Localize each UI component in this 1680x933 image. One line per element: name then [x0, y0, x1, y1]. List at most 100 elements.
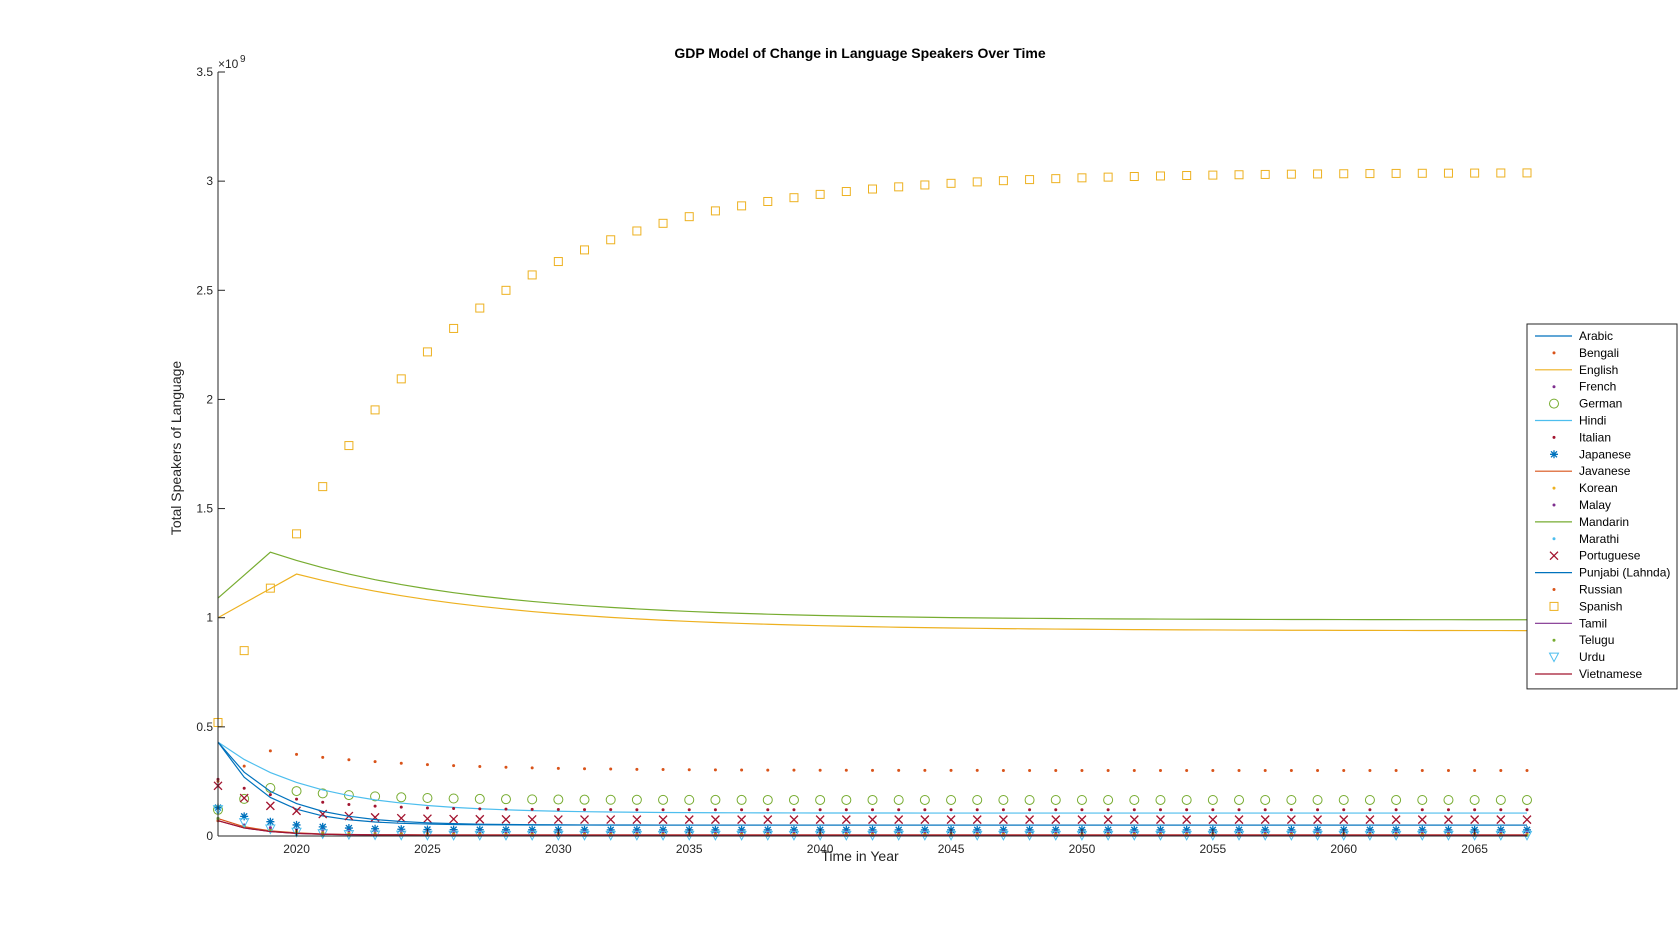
data-point — [347, 802, 351, 806]
legend-item: Vietnamese — [1535, 667, 1642, 681]
data-point — [1077, 815, 1087, 825]
data-point — [1155, 794, 1166, 805]
data-point — [242, 786, 246, 790]
data-point — [710, 794, 721, 805]
data-point — [766, 808, 770, 812]
data-point — [448, 793, 459, 804]
data-point — [1260, 815, 1270, 825]
data-point — [399, 805, 403, 809]
data-point — [1185, 768, 1189, 772]
data-point — [893, 794, 904, 805]
data-point — [239, 793, 249, 803]
data-point — [371, 824, 380, 833]
data-point — [1473, 769, 1477, 773]
legend-item: Japanese — [1550, 447, 1631, 461]
data-point — [1394, 808, 1398, 812]
data-point — [1050, 794, 1061, 805]
data-point — [1525, 769, 1529, 773]
legend-label: Italian — [1579, 430, 1611, 444]
data-point — [1237, 769, 1241, 773]
data-point — [1001, 768, 1005, 772]
data-point — [553, 815, 563, 824]
legend-label: Tamil — [1579, 616, 1607, 630]
data-point — [789, 825, 798, 834]
data-point — [920, 180, 930, 190]
data-point — [1392, 825, 1401, 834]
data-point — [894, 182, 904, 192]
data-point — [1338, 794, 1349, 805]
data-point — [556, 766, 560, 770]
data-point — [1473, 808, 1477, 812]
data-point — [972, 794, 983, 805]
data-point — [1444, 815, 1453, 825]
data-point — [975, 808, 979, 812]
data-point — [844, 808, 848, 812]
data-point — [1417, 815, 1427, 825]
data-point — [766, 768, 770, 772]
legend-swatch — [1552, 537, 1556, 541]
x-tick-label: 2030 — [545, 842, 572, 856]
data-point — [789, 193, 799, 203]
data-point — [399, 761, 403, 765]
data-point — [425, 763, 429, 767]
legend-swatch — [1550, 450, 1558, 459]
data-point — [844, 768, 848, 772]
data-point — [710, 206, 720, 216]
data-point — [1103, 815, 1113, 825]
data-point — [295, 752, 299, 756]
data-point — [583, 767, 587, 771]
legend-label: French — [1579, 380, 1616, 394]
data-point — [711, 825, 720, 834]
data-point — [579, 794, 590, 805]
data-point — [239, 793, 250, 804]
data-point — [815, 189, 825, 199]
data-point — [1522, 815, 1532, 825]
data-point — [1182, 171, 1192, 181]
legend-swatch — [1552, 385, 1556, 389]
data-point — [788, 794, 799, 805]
data-point — [687, 768, 691, 772]
data-point — [370, 405, 380, 415]
x-tick-label: 2055 — [1199, 842, 1226, 856]
data-point — [1235, 825, 1244, 834]
legend-label: Marathi — [1579, 532, 1619, 546]
series-line — [217, 741, 1528, 814]
data-point — [291, 786, 302, 797]
data-point — [1028, 768, 1032, 772]
data-point — [1499, 769, 1503, 773]
legend-item: Javanese — [1535, 464, 1631, 478]
legend-label: Javanese — [1579, 464, 1631, 478]
data-point — [841, 794, 852, 805]
data-point — [687, 808, 691, 812]
data-point — [897, 768, 901, 772]
data-point — [923, 768, 927, 772]
data-point — [1025, 815, 1035, 825]
data-point — [789, 815, 799, 825]
data-point — [1051, 174, 1061, 184]
legend-label: Bengali — [1579, 346, 1619, 360]
data-point — [1287, 825, 1296, 834]
data-point — [1286, 169, 1296, 179]
data-point — [740, 808, 744, 812]
legend-swatch — [1548, 652, 1560, 663]
data-point — [1129, 815, 1139, 825]
series-line — [217, 820, 1527, 836]
data-point — [1028, 808, 1032, 812]
x-tick-label: 2020 — [283, 842, 310, 856]
data-point — [1391, 794, 1402, 805]
data-point — [999, 825, 1008, 834]
data-point — [500, 794, 511, 805]
x-axis-label: Time in Year — [821, 848, 899, 864]
data-point — [344, 824, 353, 833]
x-tick-label: 2050 — [1069, 842, 1096, 856]
data-point — [684, 212, 694, 222]
y-tick-label: 1 — [206, 611, 213, 625]
data-point — [1234, 170, 1244, 180]
data-point — [238, 818, 250, 829]
data-point — [501, 814, 511, 824]
series-vietnamese — [217, 820, 1527, 836]
y-exponent: ×10 9 — [218, 54, 246, 71]
y-tick-label: 2.5 — [196, 283, 213, 297]
data-point — [1444, 825, 1453, 834]
data-point — [632, 815, 642, 825]
